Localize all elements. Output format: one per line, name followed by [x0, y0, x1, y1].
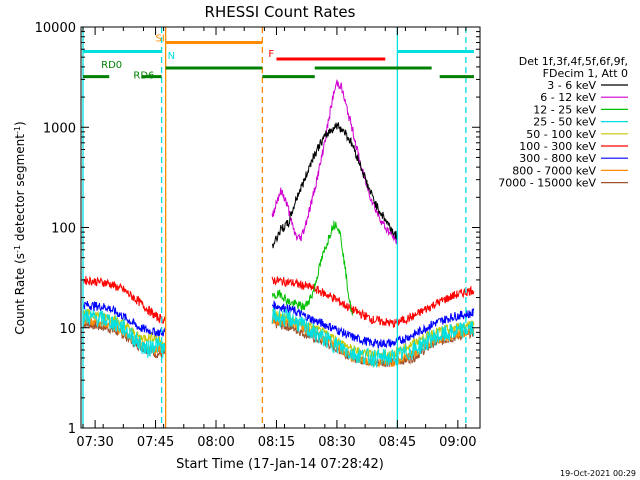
- x-tick-label-1: 07:45: [137, 435, 174, 450]
- series-line-25-50-kev-1: [271, 307, 475, 368]
- legend-label-100-300-kev: 100 - 300 keV: [519, 140, 596, 153]
- y-tick-label-4: 10000: [35, 21, 76, 36]
- plot-clipped: [82, 27, 475, 428]
- x-tick-label-2: 08:00: [197, 435, 234, 450]
- series-line-6-12-kev-0: [271, 79, 398, 245]
- legend-label-7000-15000-kev: 7000 - 15000 keV: [498, 177, 596, 190]
- legend-label-50-100-kev: 50 - 100 keV: [526, 128, 596, 141]
- x-tick-label-3: 08:15: [258, 435, 295, 450]
- chart-title: RHESSI Count Rates: [205, 3, 356, 21]
- plot-area: SIN F RD0 RD6: [82, 27, 475, 428]
- legend-label-25-50-kev: 25 - 50 keV: [533, 116, 596, 129]
- x-axis-label: Start Time (17-Jan-14 07:28:42): [176, 457, 384, 472]
- legend-label-300-800-kev: 300 - 800 keV: [519, 152, 596, 165]
- y-label-sup1: -1: [13, 245, 22, 253]
- x-tick-label-5: 08:45: [379, 435, 416, 450]
- timestamp: 19-Oct-2021 00:29: [560, 469, 636, 478]
- legend-label-12-25-kev: 12 - 25 keV: [533, 103, 596, 116]
- x-tick-label-6: 09:00: [439, 435, 476, 450]
- y-tick-label-0: 1: [68, 422, 76, 437]
- flag-label-rd6: RD6: [133, 71, 154, 82]
- series-line-3-6-kev-0: [271, 122, 398, 249]
- flag-label-n: N: [168, 51, 175, 62]
- legend-header-0: Det 1f,3f,4f,5f,6f,9f,: [519, 55, 628, 68]
- series-line-25-50-kev-0: [82, 308, 167, 359]
- legend-label-6-12-kev: 6 - 12 keV: [540, 91, 596, 104]
- legend-label-3-6-kev: 3 - 6 keV: [547, 79, 596, 92]
- flag-label-rd0: RD0: [101, 60, 122, 71]
- axes: 1 10 100 1000 10000 07:30 07:45 08:00 08:15 08:30…: [35, 21, 481, 450]
- y-label-sup2: -1: [13, 126, 22, 134]
- y-label-end: ): [13, 121, 27, 126]
- y-label-mid: detector segment: [13, 134, 27, 245]
- series-line-100-300-kev-1: [271, 276, 475, 328]
- y-label-main: Count Rate (s: [13, 253, 27, 335]
- series-line-12-25-kev-0: [271, 220, 354, 316]
- y-tick-label-3: 1000: [43, 121, 76, 136]
- y-tick-label-2: 100: [51, 222, 76, 237]
- legend: Det 1f,3f,4f,5f,6f,9f,FDecim 1, Att 03 -…: [498, 55, 628, 190]
- series-line-300-800-kev-1: [271, 300, 475, 350]
- series-line-100-300-kev-0: [82, 275, 167, 324]
- flag-label-si: SI: [156, 33, 165, 44]
- y-tick-label-1: 10: [59, 322, 76, 337]
- legend-label-800-7000-kev: 800 - 7000 keV: [512, 164, 596, 177]
- legend-header-1: FDecim 1, Att 0: [543, 67, 628, 80]
- flag-label-f: F: [268, 49, 274, 60]
- y-axis-label: Count Rate (s-1 detector segment-1): [13, 121, 28, 334]
- x-tick-label-4: 08:30: [318, 435, 355, 450]
- x-tick-label-0: 07:30: [76, 435, 113, 450]
